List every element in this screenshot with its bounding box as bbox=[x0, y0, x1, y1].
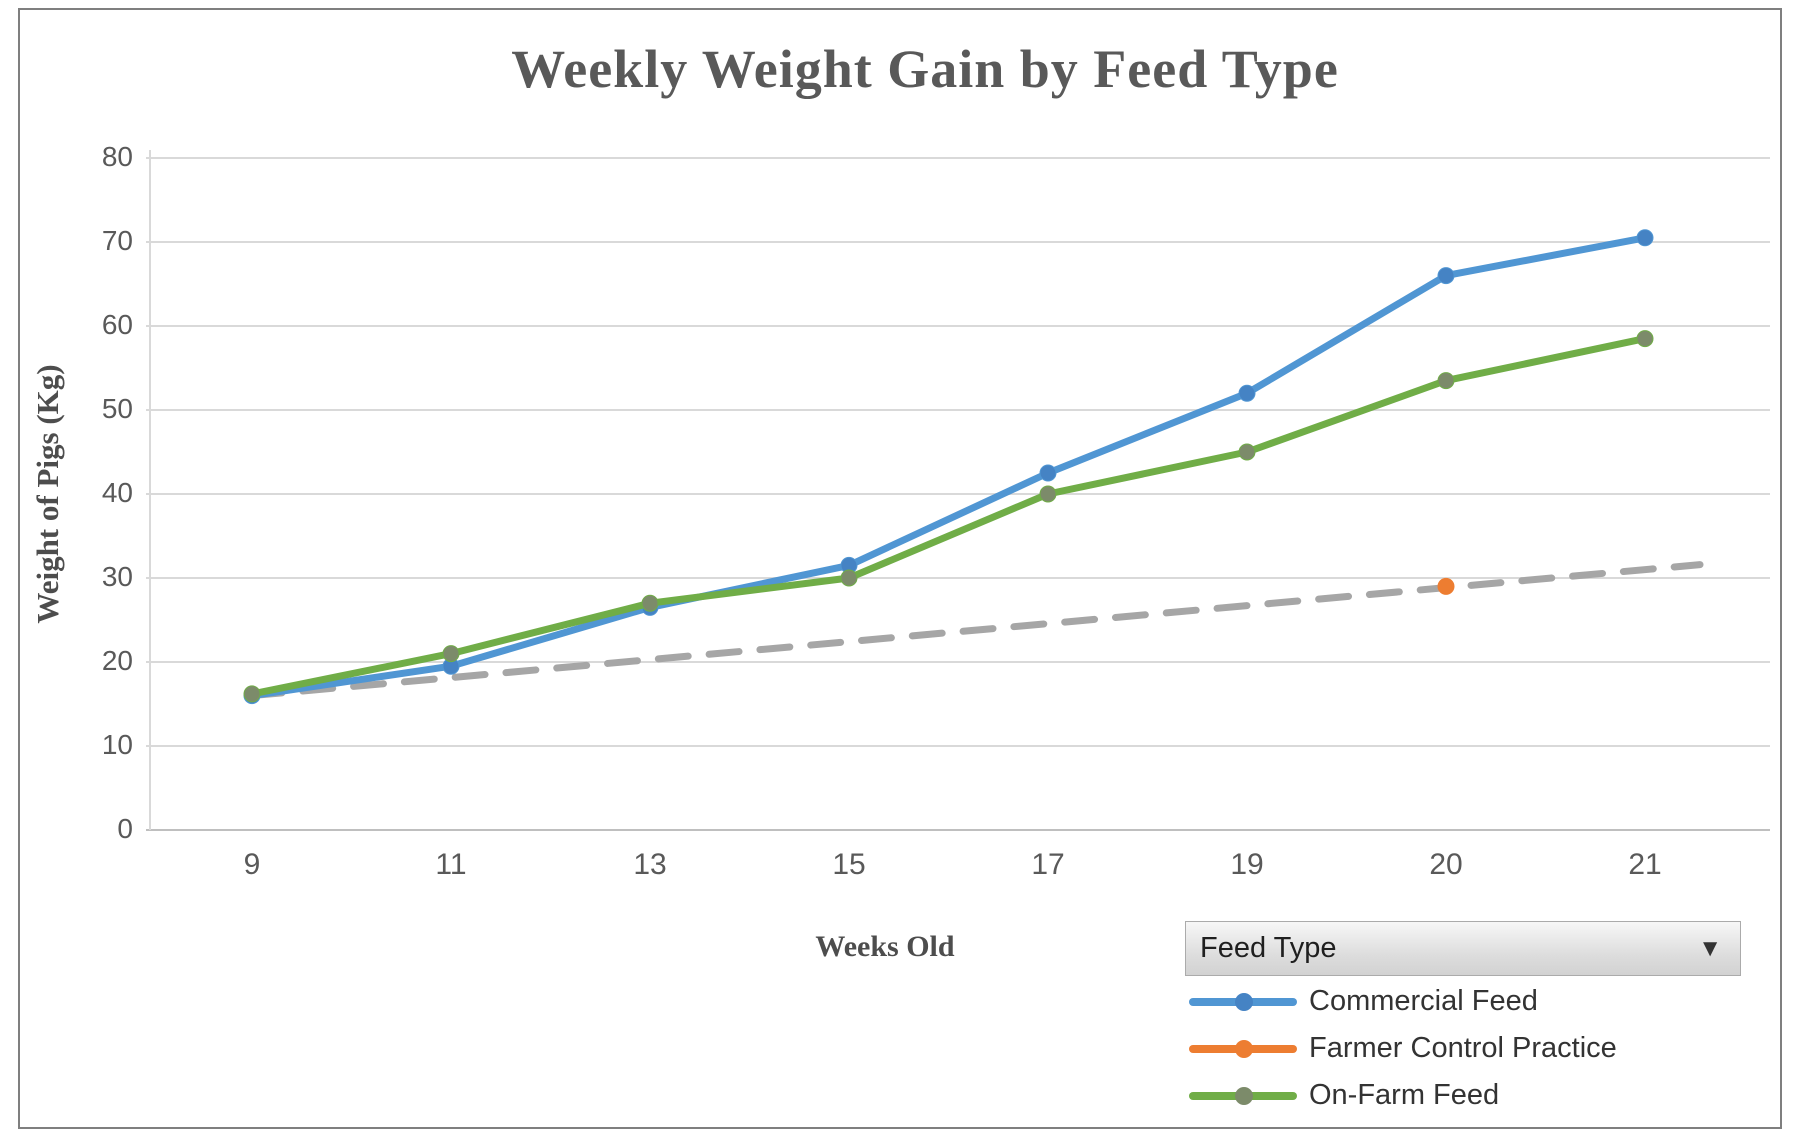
marker-commercial-feed bbox=[1636, 229, 1654, 247]
y-tick-label: 60 bbox=[101, 309, 133, 340]
y-tick-label: 70 bbox=[101, 225, 133, 256]
legend-item-farmer-control-practice[interactable]: Farmer Control Practice bbox=[1189, 1025, 1749, 1072]
feed-type-dropdown-label: Feed Type bbox=[1200, 932, 1337, 964]
series-line-on-farm-feed bbox=[248, 335, 1649, 698]
x-tick-label: 13 bbox=[633, 848, 667, 881]
x-tick-label: 21 bbox=[1628, 848, 1662, 881]
y-tick-label: 0 bbox=[117, 813, 133, 844]
x-tick-label: 19 bbox=[1230, 848, 1264, 881]
feed-type-dropdown[interactable]: Feed Type ▼ bbox=[1185, 921, 1741, 976]
marker-on-farm-feed bbox=[1039, 485, 1057, 503]
legend-marker-swatch bbox=[1235, 1039, 1253, 1058]
legend-line-swatch bbox=[1189, 1086, 1297, 1105]
marker-on-farm-feed bbox=[641, 594, 659, 612]
marker-on-farm-feed bbox=[442, 645, 460, 663]
x-tick-label: 17 bbox=[1031, 848, 1065, 881]
x-tick-label: 20 bbox=[1429, 848, 1463, 881]
x-tick-label: 11 bbox=[435, 848, 467, 881]
marker-commercial-feed bbox=[1039, 464, 1057, 482]
y-tick-label: 30 bbox=[101, 561, 133, 592]
legend-marker-swatch bbox=[1235, 992, 1253, 1011]
marker-commercial-feed bbox=[1238, 384, 1256, 402]
x-axis-title: Weeks Old bbox=[815, 930, 955, 963]
y-tick-label: 50 bbox=[101, 393, 133, 424]
legend-line-swatch bbox=[1189, 992, 1297, 1011]
chart-title: Weekly Weight Gain by Feed Type bbox=[511, 39, 1339, 99]
marker-on-farm-feed bbox=[1437, 372, 1455, 390]
y-tick-label: 20 bbox=[101, 645, 133, 676]
legend-item-commercial-feed[interactable]: Commercial Feed bbox=[1189, 978, 1749, 1025]
legend-item-on-farm-feed[interactable]: On-Farm Feed bbox=[1189, 1072, 1749, 1119]
series-line-commercial-feed bbox=[248, 234, 1649, 700]
y-tick-label: 10 bbox=[101, 729, 133, 760]
marker-commercial-feed bbox=[1437, 267, 1455, 285]
legend-marker-swatch bbox=[1235, 1086, 1253, 1105]
marker-farmer-control-practice bbox=[1437, 577, 1455, 595]
y-tick-label: 40 bbox=[101, 477, 133, 508]
legend-label: On-Farm Feed bbox=[1309, 1079, 1500, 1111]
legend: Commercial Feed Farmer Control Practice On… bbox=[1189, 978, 1749, 1119]
marker-on-farm-feed bbox=[1636, 330, 1654, 348]
chevron-down-icon: ▼ bbox=[1698, 934, 1722, 962]
x-tick-label: 9 bbox=[243, 848, 261, 881]
marker-on-farm-feed bbox=[243, 685, 261, 703]
y-tick-label: 80 bbox=[101, 141, 133, 172]
trendline-dashed bbox=[248, 561, 1704, 700]
legend-label: Commercial Feed bbox=[1309, 985, 1538, 1017]
legend-line-swatch bbox=[1189, 1039, 1297, 1058]
legend-label: Farmer Control Practice bbox=[1309, 1032, 1617, 1064]
marker-on-farm-feed bbox=[840, 569, 858, 587]
marker-on-farm-feed bbox=[1238, 443, 1256, 461]
x-tick-label: 15 bbox=[832, 848, 866, 881]
